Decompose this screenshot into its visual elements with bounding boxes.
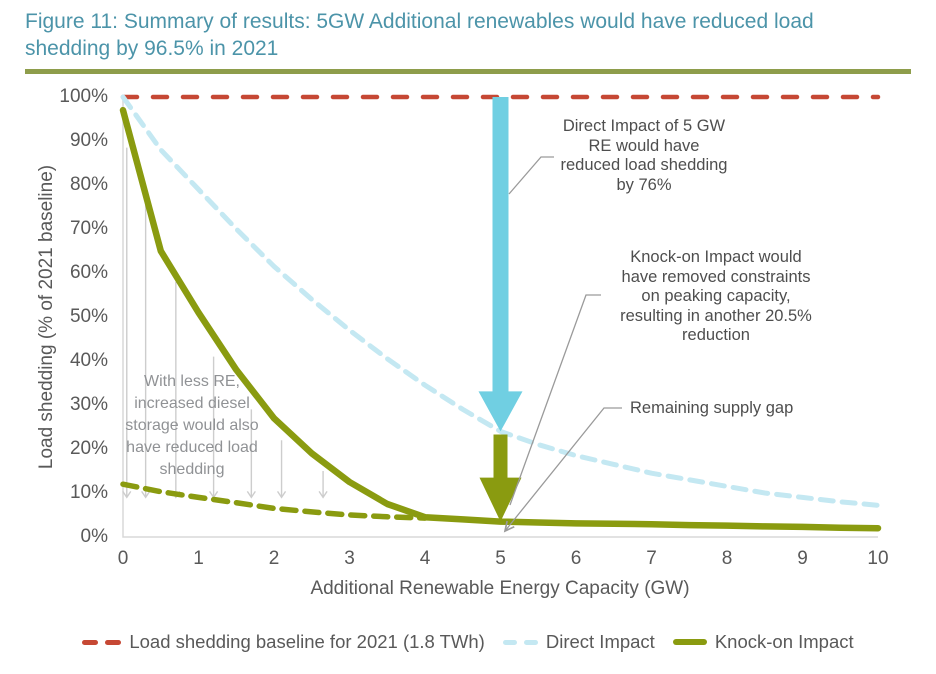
- legend-label-baseline: Load shedding baseline for 2021 (1.8 TWh…: [129, 631, 485, 652]
- x-tick-label: 8: [721, 548, 733, 569]
- knockon-impact-arrow: [479, 434, 522, 522]
- knockon-impact-solid-swatch: [672, 639, 707, 645]
- diesel-reduction-arrow: [246, 409, 256, 499]
- x-axis-title: Additional Renewable Energy Capacity (GW…: [310, 578, 690, 599]
- x-tick-label: 1: [193, 548, 204, 569]
- x-tick-label: 0: [117, 548, 129, 569]
- x-tick-label: 5: [495, 548, 506, 569]
- x-tick-label: 7: [646, 548, 657, 569]
- chart-legend: Load shedding baseline for 2021 (1.8 TWh…: [0, 631, 936, 653]
- y-tick-label: 80%: [69, 174, 108, 195]
- legend-item-direct-impact: Direct Impact: [502, 631, 655, 653]
- diesel-reduction-arrow: [141, 198, 151, 499]
- x-tick-label: 9: [797, 548, 808, 569]
- direct-impact-dashed-swatch: [502, 639, 538, 645]
- annotation-remaining-supply-gap: Remaining supply gap: [630, 399, 794, 417]
- annotation-direct-impact: Direct Impact of 5 GW RE would have redu…: [560, 117, 728, 194]
- y-tick-label: 30%: [69, 394, 108, 415]
- diesel-reduction-arrow: [122, 147, 132, 499]
- y-tick-label: 10%: [69, 482, 108, 503]
- annotation-knockon-impact: Knock-on Impact would have removed const…: [620, 248, 812, 344]
- annotation-leader-lines: [503, 156, 622, 533]
- x-tick-label: 2: [268, 548, 280, 569]
- impact-arrows: [478, 97, 523, 522]
- y-tick-label: 70%: [69, 218, 108, 239]
- annotation-diesel-storage: With less RE, increased diesel storage w…: [125, 373, 259, 478]
- x-tick-label: 4: [419, 548, 431, 569]
- y-tick-label: 20%: [69, 438, 108, 459]
- diesel-reduction-arrows: [122, 147, 328, 499]
- axes: [122, 97, 878, 538]
- legend-item-knockon-impact: Knock-on Impact: [672, 631, 854, 653]
- x-tick-label: 3: [344, 548, 355, 569]
- leader-remaining-supply-gap: [503, 407, 622, 533]
- leader-knockon-impact: [509, 294, 601, 506]
- y-tick-label: 0%: [80, 526, 108, 547]
- diesel-reduction-arrow: [318, 471, 328, 499]
- figure-title: Figure 11: Summary of results: 5GW Addit…: [25, 10, 814, 60]
- y-tick-label: 100%: [59, 86, 108, 107]
- series-diesel-storage-with-less-re: [120, 481, 428, 521]
- y-axis-title: Load shedding (% of 2021 baseline): [36, 164, 57, 470]
- y-tick-label: 50%: [69, 306, 108, 327]
- title-divider-rule: [25, 69, 911, 74]
- y-tick-label: 90%: [69, 130, 108, 151]
- direct-impact-arrow: [478, 97, 523, 432]
- leader-direct-impact: [508, 156, 554, 195]
- diesel-reduction-arrow: [276, 440, 287, 499]
- legend-label-direct-impact: Direct Impact: [545, 631, 655, 652]
- baseline-dashed-swatch: [82, 639, 122, 645]
- x-tick-label: 6: [570, 548, 582, 569]
- y-tick-label: 60%: [69, 262, 108, 283]
- x-tick-label: 10: [867, 548, 889, 569]
- axis-lines: [122, 97, 878, 538]
- y-tick-label: 40%: [69, 350, 108, 371]
- legend-label-knockon-impact: Knock-on Impact: [714, 631, 854, 652]
- legend-item-baseline: Load shedding baseline for 2021 (1.8 TWh…: [82, 631, 485, 653]
